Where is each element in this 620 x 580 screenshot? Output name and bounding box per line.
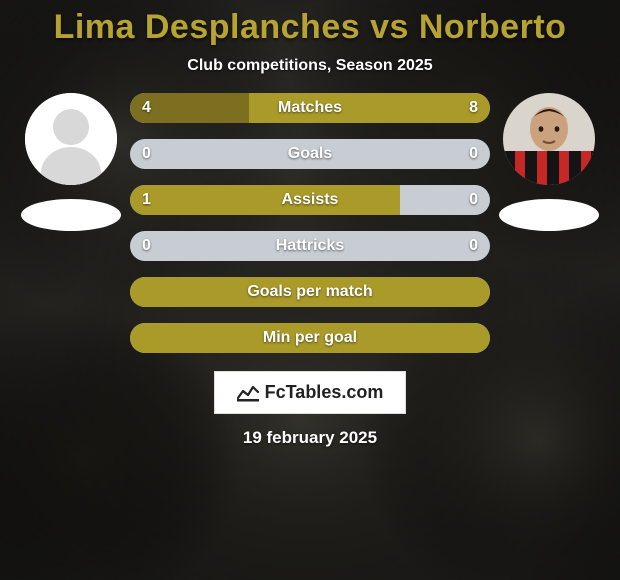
comparison-row: Matches48Goals00Assists10Hattricks00Goal… (0, 93, 620, 353)
stat-label: Goals (130, 139, 490, 169)
stat-bar-goals-per-match: Goals per match (130, 277, 490, 307)
stat-bar-hattricks: Hattricks0 0 (130, 231, 490, 261)
brand-icon (237, 384, 259, 402)
stat-value-left: 1 (130, 185, 163, 215)
stat-value-right: 0 (457, 139, 490, 169)
stat-bar-goals: Goals0 0 (130, 139, 490, 169)
page-title: Lima Desplanches vs Norberto (54, 8, 567, 47)
brand-box: FcTables.com (214, 371, 407, 414)
stat-bars: Matches48Goals00Assists10Hattricks00Goal… (130, 93, 490, 353)
subtitle: Club competitions, Season 2025 (187, 57, 432, 75)
player-right-column (494, 93, 604, 231)
player-right-flag (499, 199, 599, 231)
title-player2: Norberto (419, 8, 567, 46)
player-left-avatar (25, 93, 117, 185)
date: 19 february 2025 (243, 428, 377, 448)
player-left-column (16, 93, 126, 231)
stat-bar-min-per-goal: Min per goal (130, 323, 490, 353)
stat-label: Goals per match (130, 277, 490, 307)
stat-bar-assists: Assists1 0 (130, 185, 490, 215)
player-left-flag (21, 199, 121, 231)
title-vs: vs (360, 8, 419, 46)
stat-label: Matches (130, 93, 490, 123)
title-player1: Lima Desplanches (54, 8, 361, 46)
stat-value-right: 8 (457, 93, 490, 123)
stat-value-left: 0 (130, 231, 163, 261)
brand-text: FcTables.com (265, 382, 384, 403)
stat-value-left: 0 (130, 139, 163, 169)
stat-label: Hattricks (130, 231, 490, 261)
stat-value-right: 0 (457, 231, 490, 261)
player-right-avatar (503, 93, 595, 185)
stat-value-left: 4 (130, 93, 163, 123)
stat-label: Min per goal (130, 323, 490, 353)
stat-bar-matches: Matches4 8 (130, 93, 490, 123)
stat-value-right: 0 (457, 185, 490, 215)
stat-label: Assists (130, 185, 490, 215)
